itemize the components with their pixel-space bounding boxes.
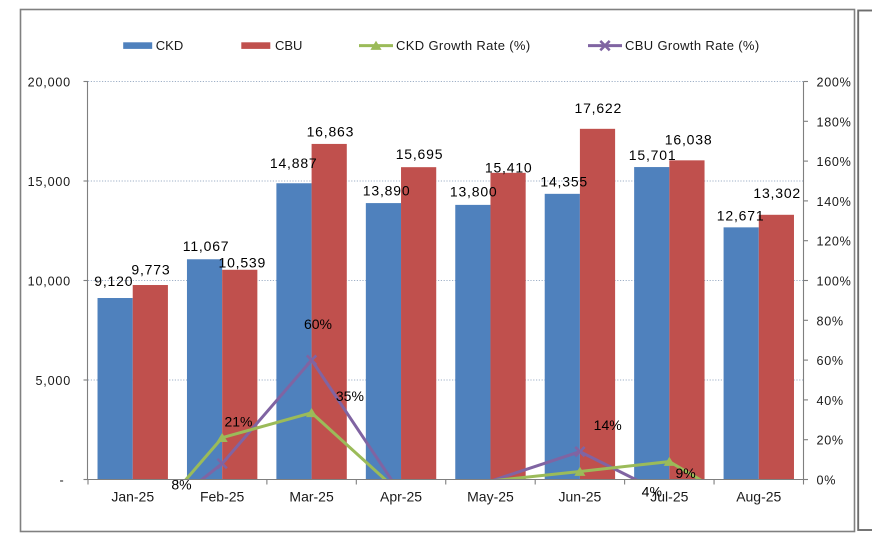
svg-text:11,067: 11,067 xyxy=(183,238,230,254)
svg-text:20,000: 20,000 xyxy=(28,76,71,90)
svg-text:35%: 35% xyxy=(336,388,364,404)
svg-text:Apr-25: Apr-25 xyxy=(380,489,422,505)
svg-text:14%: 14% xyxy=(594,417,622,433)
svg-text:9,120: 9,120 xyxy=(94,273,133,289)
svg-text:0%: 0% xyxy=(817,474,837,488)
svg-text:16,863: 16,863 xyxy=(307,124,355,140)
svg-text:20%: 20% xyxy=(817,434,844,448)
svg-text:Mar-25: Mar-25 xyxy=(289,489,334,505)
svg-text:CKD Growth Rate (%): CKD Growth Rate (%) xyxy=(396,38,531,53)
svg-text:5,000: 5,000 xyxy=(35,374,71,388)
svg-text:8%: 8% xyxy=(171,477,191,493)
svg-text:60%: 60% xyxy=(304,316,332,332)
svg-text:200%: 200% xyxy=(817,76,852,90)
svg-text:17,622: 17,622 xyxy=(574,100,622,116)
svg-text:140%: 140% xyxy=(817,195,852,209)
svg-text:Jan-25: Jan-25 xyxy=(111,489,154,505)
svg-text:15,701: 15,701 xyxy=(629,147,677,163)
svg-text:10,000: 10,000 xyxy=(28,275,71,289)
svg-text:16,038: 16,038 xyxy=(665,132,713,148)
svg-text:CBU Growth Rate (%): CBU Growth Rate (%) xyxy=(625,38,760,53)
svg-text:CKD: CKD xyxy=(156,38,183,53)
svg-text:13,302: 13,302 xyxy=(753,185,801,201)
svg-text:14,887: 14,887 xyxy=(270,155,318,171)
svg-text:160%: 160% xyxy=(817,155,852,169)
svg-text:Feb-25: Feb-25 xyxy=(200,489,245,505)
svg-text:15,000: 15,000 xyxy=(28,175,71,189)
svg-text:9,773: 9,773 xyxy=(131,261,170,277)
svg-text:4%: 4% xyxy=(642,483,662,499)
svg-text:Jun-25: Jun-25 xyxy=(559,489,602,505)
svg-text:40%: 40% xyxy=(817,394,844,408)
svg-text:60%: 60% xyxy=(817,354,844,368)
svg-text:13,800: 13,800 xyxy=(450,184,498,200)
svg-text:Aug-25: Aug-25 xyxy=(736,489,781,505)
svg-text:-: - xyxy=(60,474,65,488)
svg-text:120%: 120% xyxy=(817,235,852,249)
svg-text:14,355: 14,355 xyxy=(540,173,588,189)
svg-text:CBU: CBU xyxy=(275,38,302,53)
svg-text:10,539: 10,539 xyxy=(218,254,266,270)
svg-text:13,890: 13,890 xyxy=(363,182,411,198)
svg-text:9%: 9% xyxy=(675,465,695,481)
svg-text:21%: 21% xyxy=(224,414,252,430)
svg-text:May-25: May-25 xyxy=(467,489,514,505)
svg-text:100%: 100% xyxy=(817,275,852,289)
svg-text:Jul-25: Jul-25 xyxy=(650,489,688,505)
svg-text:12,671: 12,671 xyxy=(717,208,765,224)
svg-text:180%: 180% xyxy=(817,115,852,129)
svg-text:15,695: 15,695 xyxy=(396,146,444,162)
svg-text:80%: 80% xyxy=(817,314,844,328)
svg-text:15,410: 15,410 xyxy=(485,160,533,176)
